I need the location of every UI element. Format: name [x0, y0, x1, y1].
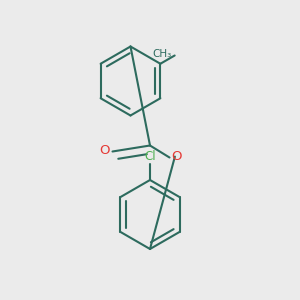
Text: O: O [100, 143, 110, 157]
Text: O: O [172, 150, 182, 163]
Text: CH₃: CH₃ [152, 49, 172, 59]
Text: Cl: Cl [144, 150, 156, 163]
